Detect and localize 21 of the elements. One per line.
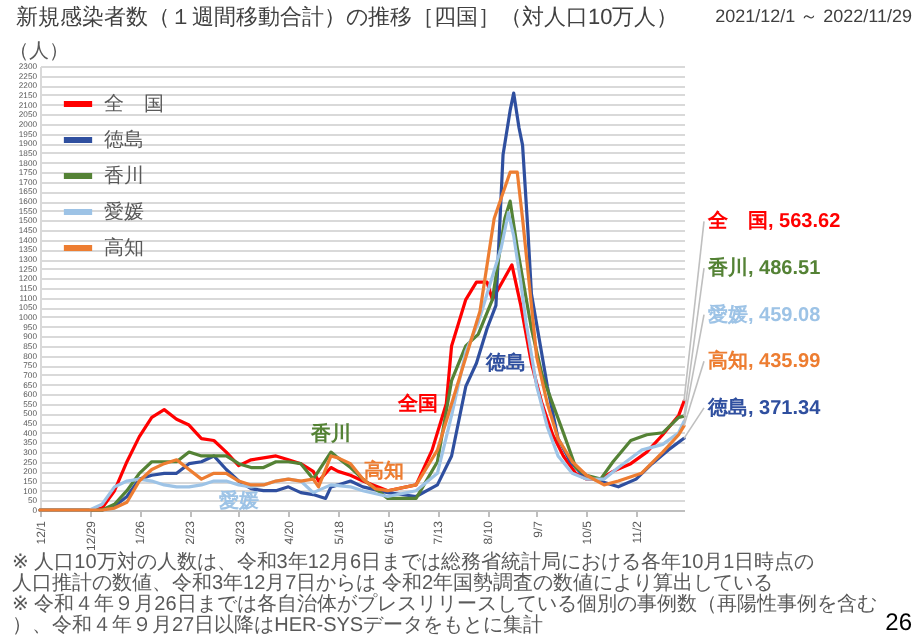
chart-title: 新規感染者数（１週間移動合計）の推移［四国］（対人口10万人） — [16, 4, 679, 30]
annotation: 愛媛 — [218, 488, 259, 513]
data-label: 香川, 486.51 — [706, 256, 822, 281]
legend-label: 徳島 — [104, 128, 144, 152]
legend-label: 全 国 — [104, 92, 164, 116]
text: ※ 令和４年９月26日までは各自治体がプレスリリースしている個別の事例数（再陽性事例を含む）、令和４年９月27日以降はHER-SYSデータをもとに集計 — [12, 592, 877, 637]
legend-label: 高知 — [104, 236, 144, 260]
text: ※ 人口10万対の人数は、令和3年12月6日までは総務省統計局における各年10月1日時点の人口推計の数値、令和3年12月7日からは 令和2年国勢調査の数値により算出している — [12, 550, 815, 595]
legend-label: 香川 — [104, 164, 144, 188]
legend-label: 愛媛 — [104, 200, 144, 224]
annotation: 香川 — [308, 422, 351, 447]
annotation: 全国 — [396, 391, 439, 416]
data-label: 高知, 435.99 — [708, 349, 822, 374]
y-axis-title: （人） — [9, 41, 69, 63]
annotation: 高知 — [364, 458, 405, 483]
data-label: 徳島, 371.34 — [706, 395, 822, 420]
text: 2021/12/1 ～ 2022/11/29 — [715, 6, 912, 26]
data-label: 愛媛, 459.08 — [708, 302, 822, 327]
data-label: 全 国, 563.62 — [706, 209, 842, 234]
text: 26 — [885, 608, 913, 636]
annotation: 徳島 — [484, 351, 527, 376]
